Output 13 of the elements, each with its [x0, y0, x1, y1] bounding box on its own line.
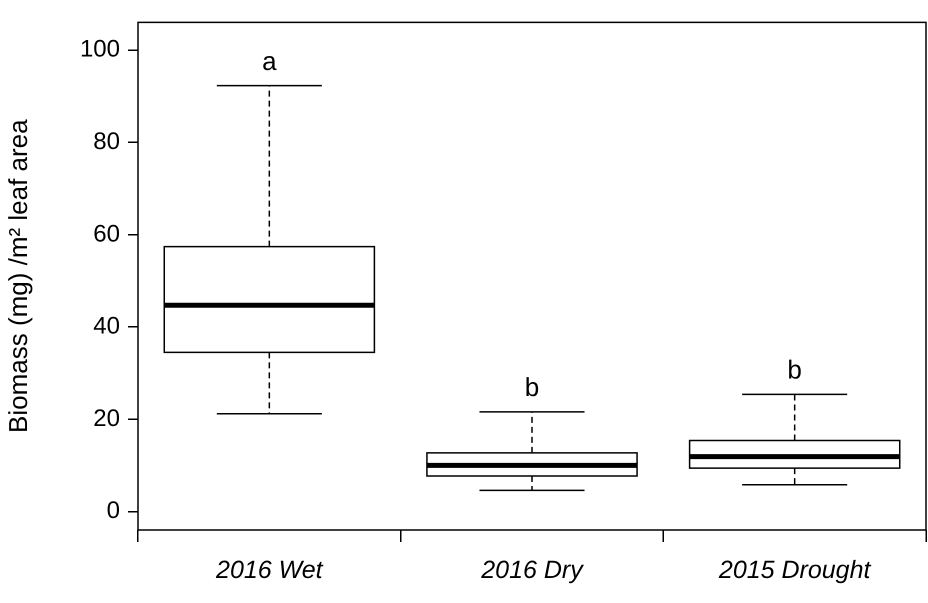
- x-tick-label: 2016 Wet: [215, 556, 324, 584]
- y-tick-label: 0: [106, 497, 120, 524]
- y-tick-label: 60: [93, 220, 120, 248]
- x-tick-label: 2015 Drought: [718, 556, 872, 584]
- y-tick-label: 20: [93, 404, 120, 432]
- y-axis-title: Biomass (mg) /m² leaf area: [2, 118, 33, 433]
- annotation: a: [262, 46, 278, 76]
- y-tick-label: 40: [93, 312, 120, 340]
- y-tick-label: 80: [93, 128, 120, 156]
- y-tick-label: 100: [80, 36, 120, 63]
- annotation: b: [787, 354, 802, 385]
- annotation: b: [524, 372, 540, 402]
- x-tick-label: 2016 Dry: [480, 556, 584, 584]
